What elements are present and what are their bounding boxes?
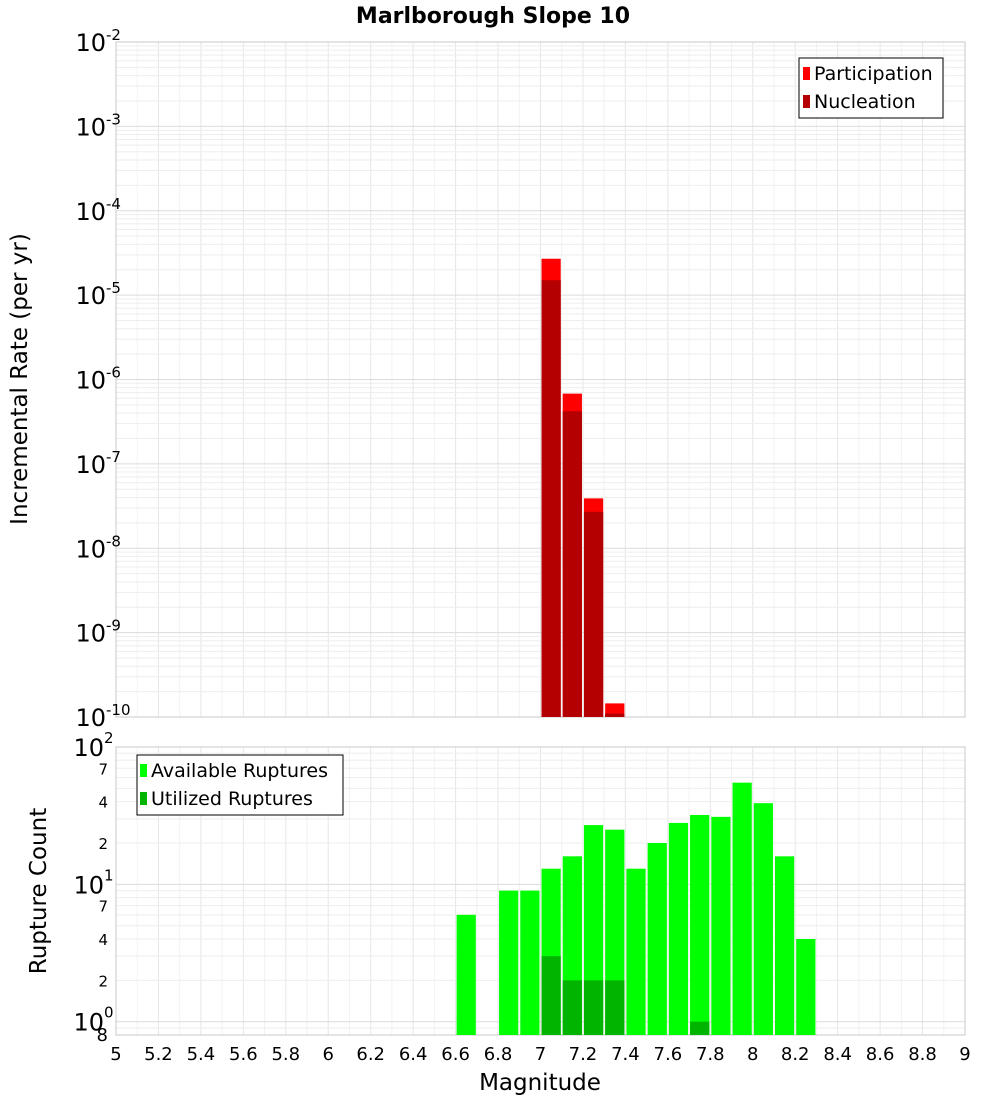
x-axis-label: Magnitude [479,1070,601,1096]
x-ticks: 5 5.2 5.4 5.6 5.8 6 6.2 6.4 6.6 6.8 7 7.2 7.4 7.6 7.8 8… [110,1044,970,1065]
chart-title: Marlborough Slope 10 [356,4,630,29]
top-legend: Participation Nucleation [798,57,944,119]
bottom-y-tick-mantissa: 10 [73,734,104,762]
top-legend-box [798,57,944,119]
bottom-y-axis-label: Rupture Count [26,808,52,974]
top-y-tick-exponent: -3 [106,110,121,128]
bottom-y-minor-tick: 4 [98,794,108,812]
bottom-y-minor-tick: 2 [98,972,108,990]
top-y-axis-label: Incremental Rate (per yr) [7,233,33,525]
available-ruptures-bar [647,843,667,1035]
bottom-y-tick-exponent: 1 [104,866,114,884]
x-tick-label: 8.2 [781,1044,810,1065]
bottom-y-tick-exponent: 2 [104,729,114,747]
available-ruptures-bar [774,856,795,1035]
legend-swatch-participation [803,67,810,80]
bottom-y-tick-mantissa: 10 [73,871,104,899]
legend-label-participation: Participation [814,63,933,85]
available-ruptures-bar [753,803,773,1035]
x-tick-label: 5.2 [144,1044,173,1065]
bottom-y-tick-mantissa: 10 [73,1009,104,1037]
top-plot-area [115,41,966,718]
x-tick-label: 6 [323,1044,334,1065]
x-tick-label: 7.6 [654,1044,683,1065]
available-ruptures-bar [732,782,752,1035]
top-y-ticks: 10-210-310-410-510-610-710-810-910-10 [75,26,130,732]
utilized-ruptures-bar [562,980,582,1035]
bottom-y-minor-tick: 7 [98,898,108,916]
legend-label-utilized: Utilized Ruptures [151,788,313,810]
x-tick-label: 8 [747,1044,758,1065]
bottom-bars [456,782,816,1035]
top-bars [541,258,625,717]
x-tick-label: 7.2 [569,1044,598,1065]
available-ruptures-bar [456,914,476,1035]
top-y-tick-mantissa: 10 [75,620,106,648]
top-y-tick-mantissa: 10 [75,113,106,141]
top-plot-grid [115,42,966,718]
available-ruptures-bar [626,868,646,1035]
utilized-ruptures-bar [605,980,625,1035]
available-ruptures-bar [711,816,731,1035]
legend-swatch-nucleation [803,95,810,108]
bottom-y-minor-tick: 4 [98,931,108,949]
bottom-legend: Available Ruptures Utilized Ruptures [136,754,344,816]
x-tick-label: 6.4 [399,1044,428,1065]
available-ruptures-bar [520,890,540,1035]
top-y-tick-exponent: -7 [106,448,121,466]
available-ruptures-bar [690,814,710,1035]
top-y-tick-exponent: -2 [106,26,121,44]
bottom-plot-area [115,746,966,1036]
top-y-tick-mantissa: 10 [75,535,106,563]
x-tick-label: 7.4 [611,1044,640,1065]
top-y-tick-exponent: -5 [106,279,121,297]
bottom-y-minor-tick: 2 [98,835,108,853]
bottom-y-minor-tick: 8 [97,1025,108,1046]
x-tick-label: 8.8 [908,1044,937,1065]
top-y-tick-exponent: -8 [106,532,121,550]
x-tick-label: 5 [110,1044,121,1065]
top-y-tick-exponent: -10 [106,701,131,719]
top-y-tick-mantissa: 10 [75,29,106,57]
x-tick-label: 7.8 [696,1044,725,1065]
top-y-tick-mantissa: 10 [75,451,106,479]
x-tick-label: 5.8 [271,1044,300,1065]
bottom-y-tick-exponent: 0 [104,1004,114,1022]
x-tick-label: 9 [959,1044,970,1065]
top-y-tick-mantissa: 10 [75,198,106,226]
top-y-tick-mantissa: 10 [75,704,106,732]
legend-swatch-utilized [140,792,147,805]
available-ruptures-bar [796,939,816,1035]
top-y-tick-mantissa: 10 [75,282,106,310]
top-y-tick-mantissa: 10 [75,367,106,395]
x-tick-label: 7 [535,1044,546,1065]
nucleation-bar [541,280,561,717]
legend-label-nucleation: Nucleation [814,91,916,113]
nucleation-bar [562,411,582,717]
legend-swatch-available [140,764,147,777]
legend-label-available: Available Ruptures [151,760,328,782]
nucleation-bar [583,511,604,717]
x-tick-label: 8.4 [823,1044,852,1065]
available-ruptures-bar [499,890,519,1035]
utilized-ruptures-bar [583,980,604,1035]
top-y-tick-exponent: -9 [106,617,121,635]
bottom-legend-box [136,754,344,816]
nucleation-bar [605,713,625,717]
top-y-tick-exponent: -4 [106,195,121,213]
utilized-ruptures-bar [541,956,561,1035]
x-tick-label: 5.6 [229,1044,258,1065]
top-y-tick-exponent: -6 [106,364,121,382]
x-tick-label: 6.8 [484,1044,513,1065]
utilized-ruptures-bar [690,1021,710,1035]
x-tick-label: 6.6 [441,1044,470,1065]
available-ruptures-bar [668,822,689,1035]
x-tick-label: 8.6 [866,1044,895,1065]
x-tick-label: 5.4 [187,1044,216,1065]
x-tick-label: 6.2 [356,1044,385,1065]
bottom-y-minor-tick: 7 [98,760,108,778]
